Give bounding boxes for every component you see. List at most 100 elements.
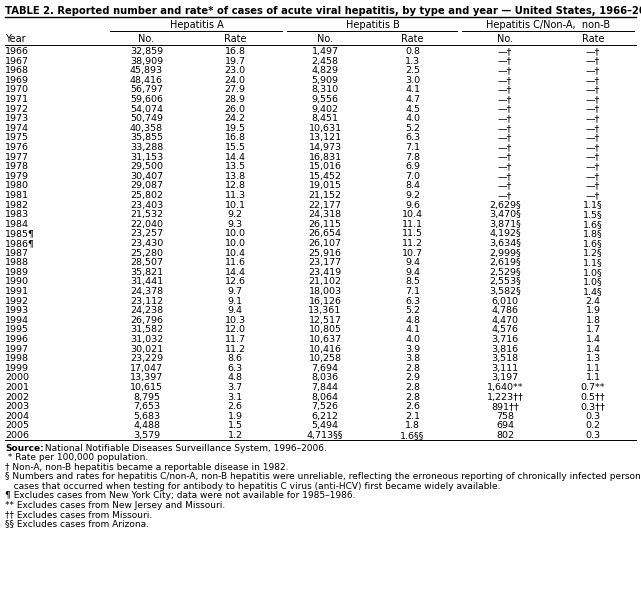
Text: 11.6: 11.6 [224,258,246,267]
Text: 1986¶: 1986¶ [5,239,35,248]
Text: 7,653: 7,653 [133,402,160,411]
Text: 15,452: 15,452 [308,172,342,181]
Text: 1.6§: 1.6§ [583,220,603,229]
Text: 13,361: 13,361 [308,306,342,315]
Text: 21,532: 21,532 [130,210,163,219]
Text: 4.5: 4.5 [405,104,420,114]
Text: 1.0§: 1.0§ [583,268,603,277]
Text: 1.4: 1.4 [585,344,601,354]
Text: 10,416: 10,416 [308,344,342,354]
Text: 25,916: 25,916 [308,249,342,258]
Text: 1993: 1993 [5,306,29,315]
Text: 2.1: 2.1 [405,412,420,421]
Text: Year: Year [5,34,26,44]
Text: 21,152: 21,152 [308,191,342,200]
Text: 2002: 2002 [5,392,29,402]
Text: 23,229: 23,229 [130,354,163,363]
Text: —†: —† [586,124,600,133]
Text: 31,032: 31,032 [130,335,163,344]
Text: 19.7: 19.7 [224,56,246,66]
Text: 1977: 1977 [5,153,29,161]
Text: 2,458: 2,458 [312,56,338,66]
Text: Hepatitis B: Hepatitis B [345,20,399,30]
Text: 0.8: 0.8 [405,47,420,56]
Text: 2,529§: 2,529§ [489,268,520,277]
Text: 10,631: 10,631 [308,124,342,133]
Text: 9,556: 9,556 [312,95,338,104]
Text: 1991: 1991 [5,287,29,296]
Text: 1983: 1983 [5,210,29,219]
Text: —†: —† [498,162,512,171]
Text: 16,831: 16,831 [308,153,342,161]
Text: 8,451: 8,451 [312,114,338,123]
Text: 13,121: 13,121 [308,133,342,142]
Text: 16.8: 16.8 [224,47,246,56]
Text: 0.5††: 0.5†† [581,392,605,402]
Text: 8.4: 8.4 [405,181,420,190]
Text: 16.8: 16.8 [224,133,246,142]
Text: 2,999§: 2,999§ [489,249,520,258]
Text: 1.2: 1.2 [228,431,242,440]
Text: 10.0: 10.0 [224,230,246,238]
Text: 3,582§: 3,582§ [489,287,521,296]
Text: 29,500: 29,500 [130,162,163,171]
Text: —†: —† [498,133,512,142]
Text: 10.1: 10.1 [224,201,246,209]
Text: 2.4: 2.4 [585,297,601,306]
Text: 25,280: 25,280 [130,249,163,258]
Text: 2006: 2006 [5,431,29,440]
Text: —†: —† [498,104,512,114]
Text: 3,470§: 3,470§ [489,210,521,219]
Text: 23,403: 23,403 [130,201,163,209]
Text: 9.2: 9.2 [405,191,420,200]
Text: —†: —† [498,153,512,161]
Text: 6,010: 6,010 [492,297,519,306]
Text: 2.8: 2.8 [405,392,420,402]
Text: 1975: 1975 [5,133,29,142]
Text: 3.9: 3.9 [405,344,420,354]
Text: 54,074: 54,074 [130,104,163,114]
Text: 2,553§: 2,553§ [489,278,521,286]
Text: 2000: 2000 [5,373,29,383]
Text: 38,909: 38,909 [130,56,163,66]
Text: 23,112: 23,112 [130,297,163,306]
Text: 1997: 1997 [5,344,29,354]
Text: No.: No. [317,34,333,44]
Text: 6.3: 6.3 [228,364,242,373]
Text: —†: —† [586,114,600,123]
Text: 0.3: 0.3 [585,412,601,421]
Text: 8.6: 8.6 [228,354,242,363]
Text: —†: —† [498,181,512,190]
Text: 10.0: 10.0 [224,239,246,248]
Text: 1.8: 1.8 [405,421,420,430]
Text: 1971: 1971 [5,95,29,104]
Text: ¶ Excludes cases from New York City; data were not available for 1985–1986.: ¶ Excludes cases from New York City; dat… [5,491,356,500]
Text: 40,358: 40,358 [130,124,163,133]
Text: 1982: 1982 [5,201,29,209]
Text: 1,497: 1,497 [312,47,338,56]
Text: 0.7**: 0.7** [581,383,605,392]
Text: No.: No. [497,34,513,44]
Text: 10,258: 10,258 [308,354,342,363]
Text: 1992: 1992 [5,297,29,306]
Text: 4.0: 4.0 [405,114,420,123]
Text: Hepatitis C/Non-A,  non-B: Hepatitis C/Non-A, non-B [486,20,610,30]
Text: 8,036: 8,036 [312,373,338,383]
Text: †† Excludes cases from Missouri.: †† Excludes cases from Missouri. [5,510,153,519]
Text: 1.0§: 1.0§ [583,278,603,286]
Text: 11.2: 11.2 [224,344,246,354]
Text: 14.4: 14.4 [224,268,246,277]
Text: 10.7: 10.7 [402,249,423,258]
Text: 26.0: 26.0 [224,104,246,114]
Text: 28.9: 28.9 [224,95,246,104]
Text: —†: —† [498,66,512,75]
Text: 1994: 1994 [5,316,29,325]
Text: 3,518: 3,518 [492,354,519,363]
Text: Rate: Rate [401,34,424,44]
Text: 13.5: 13.5 [224,162,246,171]
Text: 11.2: 11.2 [402,239,423,248]
Text: 1967: 1967 [5,56,29,66]
Text: 1.6§: 1.6§ [583,239,603,248]
Text: 1.8§: 1.8§ [583,230,603,238]
Text: 2.8: 2.8 [405,364,420,373]
